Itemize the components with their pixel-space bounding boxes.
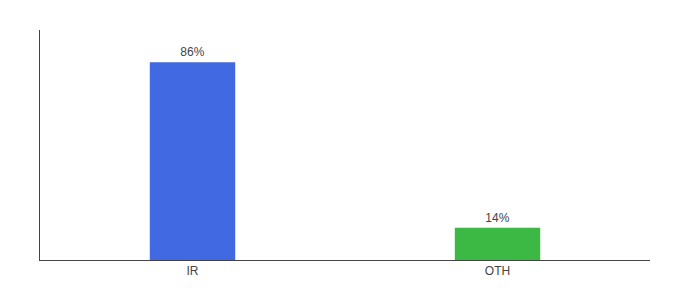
svg-text:OTH: OTH (485, 264, 510, 278)
svg-text:14%: 14% (485, 211, 509, 225)
svg-text:86%: 86% (180, 45, 204, 59)
svg-text:IR: IR (187, 264, 199, 278)
